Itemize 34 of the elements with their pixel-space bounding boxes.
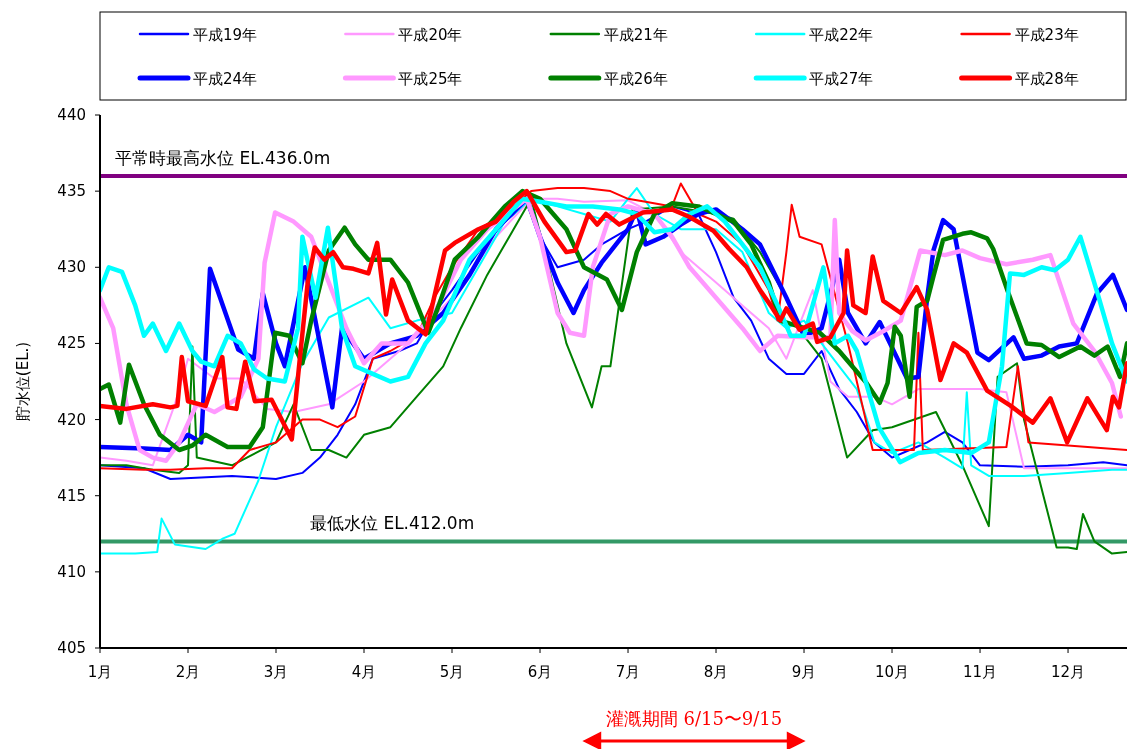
y-tick-label: 410 xyxy=(57,562,86,581)
y-tick-label: 440 xyxy=(57,106,86,124)
text: 灌漑期間 6/15〜9/15 xyxy=(605,708,783,729)
x-tick-label: 5月 xyxy=(439,663,465,681)
legend-label: 平成21年 xyxy=(603,26,668,44)
x-tick-label: 12月 xyxy=(1050,663,1086,681)
legend-label: 平成26年 xyxy=(603,70,668,88)
x-tick-label: 9月 xyxy=(791,663,817,681)
legend-label: 平成22年 xyxy=(809,26,874,44)
y-tick-label: 420 xyxy=(57,410,86,429)
y-tick-label: 415 xyxy=(57,486,86,505)
x-tick-label: 10月 xyxy=(874,663,910,681)
ref-line-label: 平常時最高水位 EL.436.0m xyxy=(115,147,331,168)
x-tick-label: 3月 xyxy=(263,663,289,681)
y-tick-label: 435 xyxy=(57,182,86,201)
x-tick-label: 6月 xyxy=(527,663,553,681)
x-tick-label: 8月 xyxy=(703,663,729,681)
ref-line-label: 最低水位 EL.412.0m xyxy=(310,513,475,534)
x-tick-label: 1月 xyxy=(87,663,113,681)
x-tick-label: 11月 xyxy=(962,663,998,681)
legend-label: 平成20年 xyxy=(398,26,463,44)
legend-label: 平成24年 xyxy=(193,70,258,88)
y-axis-title: 貯水位(EL.) xyxy=(14,341,32,422)
y-tick-label: 430 xyxy=(57,258,86,277)
x-tick-label: 7月 xyxy=(615,663,641,681)
legend-label: 平成28年 xyxy=(1014,70,1079,88)
y-tick-label: 425 xyxy=(57,334,86,353)
legend-label: 平成25年 xyxy=(398,70,463,88)
legend-label: 平成23年 xyxy=(1014,26,1079,44)
x-tick-label: 4月 xyxy=(351,663,377,681)
y-tick-label: 405 xyxy=(57,639,86,657)
legend-label: 平成27年 xyxy=(809,70,874,88)
legend-label: 平成19年 xyxy=(193,26,258,44)
x-tick-label: 2月 xyxy=(175,663,201,681)
